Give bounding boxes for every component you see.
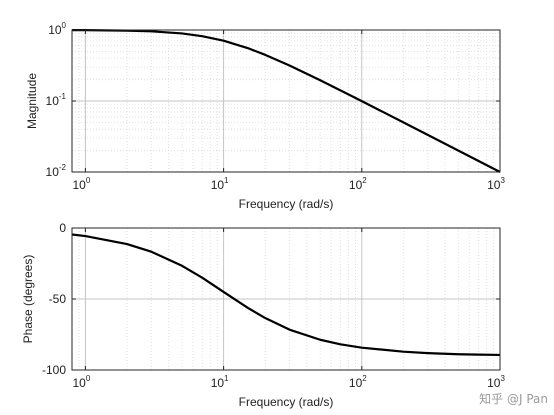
tick-exponent: 1: [224, 374, 229, 383]
grid: [71, 29, 501, 173]
y-tick-label: 0: [59, 221, 66, 235]
tick-exponent: 2: [362, 176, 367, 185]
x-axis-label: Frequency (rad/s): [239, 395, 334, 409]
tick-exponent: 0: [86, 374, 91, 383]
tick-base: 10: [211, 376, 225, 390]
y-tick-label: 10-1: [46, 92, 67, 108]
x-tick-label: 103: [487, 374, 505, 390]
x-tick-label: 100: [72, 176, 90, 192]
x-tick-label: 103: [487, 176, 505, 192]
tick-base: 10: [349, 376, 363, 390]
tick-base: 10: [46, 94, 60, 108]
tick-exponent: -1: [59, 92, 67, 101]
y-tick-label: 100: [48, 21, 66, 37]
tick-base: 10: [72, 376, 86, 390]
watermark: 知乎 @J Pan: [479, 392, 548, 406]
tick-exponent: 2: [362, 374, 367, 383]
x-tick-label: 101: [211, 374, 229, 390]
x-tick-label: 101: [211, 176, 229, 192]
tick-base: 10: [72, 178, 86, 192]
tick-base: 10: [46, 165, 60, 179]
y-tick-label: -100: [42, 363, 66, 377]
y-axis-label: Phase (degrees): [21, 255, 35, 344]
tick-exponent: 3: [500, 374, 505, 383]
x-axis-label: Frequency (rad/s): [239, 197, 334, 211]
tick-exponent: 0: [86, 176, 91, 185]
tick-base: 10: [349, 178, 363, 192]
x-tick-label: 102: [349, 176, 367, 192]
tick-marks: [72, 29, 501, 173]
y-tick-label: 10-2: [46, 163, 67, 179]
y-axis-label: Magnitude: [25, 73, 39, 129]
series-line: [71, 28, 501, 173]
x-tick-label: 100: [72, 374, 90, 390]
tick-base: 10: [48, 23, 62, 37]
x-tick-label: 102: [349, 374, 367, 390]
y-tick-label: -50: [49, 292, 67, 306]
tick-base: 10: [487, 178, 501, 192]
tick-exponent: -2: [59, 163, 67, 172]
tick-base: 10: [211, 178, 225, 192]
tick-exponent: 0: [62, 21, 67, 30]
tick-marks: [72, 227, 501, 371]
tick-exponent: 1: [224, 176, 229, 185]
tick-exponent: 3: [500, 176, 505, 185]
tick-base: 10: [487, 376, 501, 390]
series-line: [71, 233, 501, 357]
